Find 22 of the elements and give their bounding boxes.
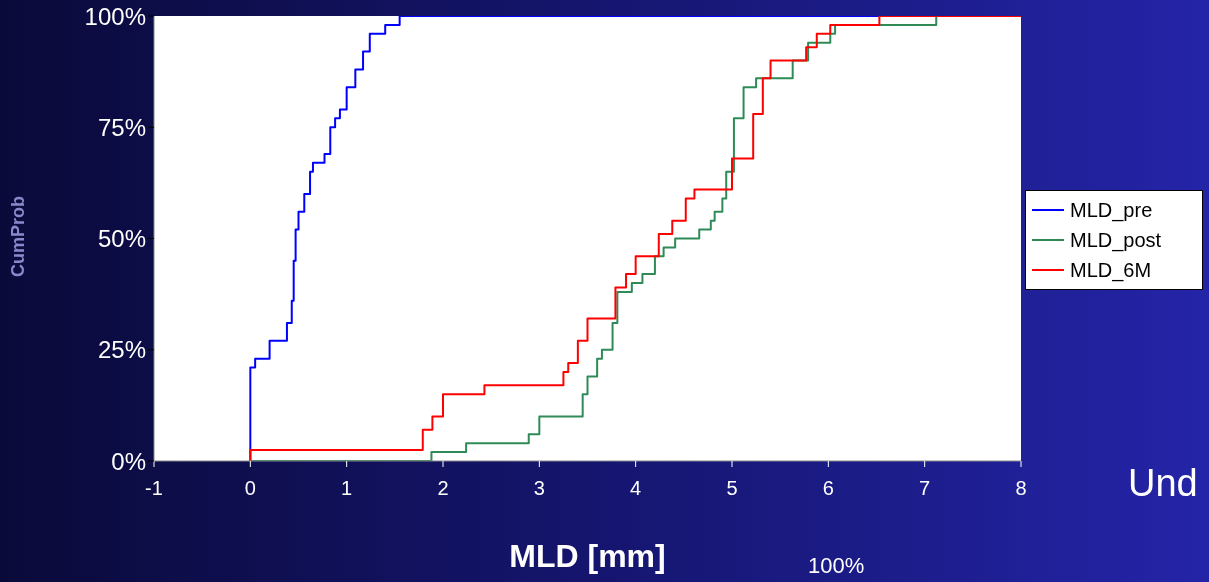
x-tick-label: 3	[533, 477, 545, 500]
legend-label: MLD_6M	[1070, 258, 1152, 282]
x-tick-label: 7	[919, 477, 931, 500]
x-tick-label: 5	[726, 477, 738, 500]
text: 100%	[808, 553, 865, 579]
x-axis-title: MLD [mm]	[508, 538, 667, 575]
text: Und	[1128, 462, 1198, 505]
y-tick-label: 25%	[97, 336, 146, 364]
x-tick-label: 6	[822, 477, 834, 500]
legend-label: MLD_pre	[1070, 198, 1153, 222]
x-tick-label: 1	[341, 477, 353, 500]
legend-label: MLD_post	[1070, 228, 1162, 252]
y-tick-label: 75%	[97, 113, 146, 141]
y-tick-label: 50%	[97, 225, 146, 253]
x-tick-label: 0	[244, 477, 256, 500]
x-tick-label: 4	[630, 477, 642, 500]
y-tick-label: 100%	[84, 2, 146, 30]
x-tick-label: 8	[1015, 477, 1027, 500]
y-axis-title: CumProb	[7, 195, 29, 279]
x-tick-label: -1	[145, 477, 163, 500]
x-tick-label: 2	[437, 477, 449, 500]
y-tick-label: 0%	[111, 447, 146, 475]
